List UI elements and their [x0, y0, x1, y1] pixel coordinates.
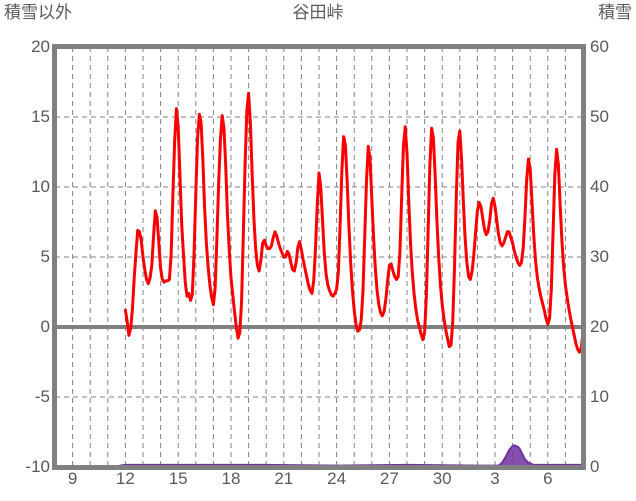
y-left-tick-5: -5 [34, 387, 50, 406]
x-tick-9: 6 [543, 469, 553, 488]
plot-frame [52, 44, 586, 470]
x-tick-4: 21 [274, 469, 294, 488]
x-tick-3: 18 [221, 469, 241, 488]
x-tick-8: 3 [490, 469, 500, 488]
plot-area [52, 44, 586, 470]
plot-svg [52, 44, 586, 470]
series-0 [123, 91, 585, 354]
y-left-tick-4: 0 [40, 317, 50, 336]
y-left-tick-6: -10 [25, 457, 50, 476]
y-left-tick-3: 5 [40, 247, 50, 266]
y-right-tick-5: 10 [590, 387, 609, 406]
y-right-tick-2: 40 [590, 177, 609, 196]
y-right-tick-6: 0 [590, 457, 600, 476]
left-axis-title: 積雪以外 [4, 3, 72, 22]
data-series [55, 91, 585, 468]
x-tick-6: 27 [379, 469, 399, 488]
y-left-tick-1: 15 [31, 107, 50, 126]
right-axis-title: 積雪 [598, 3, 632, 22]
x-tick-0: 9 [67, 469, 78, 488]
x-tick-1: 12 [115, 469, 135, 488]
x-tick-5: 24 [327, 469, 347, 488]
y-right-tick-1: 50 [590, 107, 609, 126]
y-left-tick-0: 20 [31, 37, 50, 56]
chart-title: 谷田峠 [292, 3, 344, 22]
y-right-tick-0: 60 [590, 37, 609, 56]
series-1 [55, 444, 584, 468]
y-right-tick-4: 20 [590, 317, 609, 336]
x-tick-2: 15 [168, 469, 188, 488]
y-right-tick-3: 30 [590, 247, 609, 266]
x-tick-7: 30 [432, 469, 452, 488]
y-left-tick-2: 10 [31, 177, 50, 196]
